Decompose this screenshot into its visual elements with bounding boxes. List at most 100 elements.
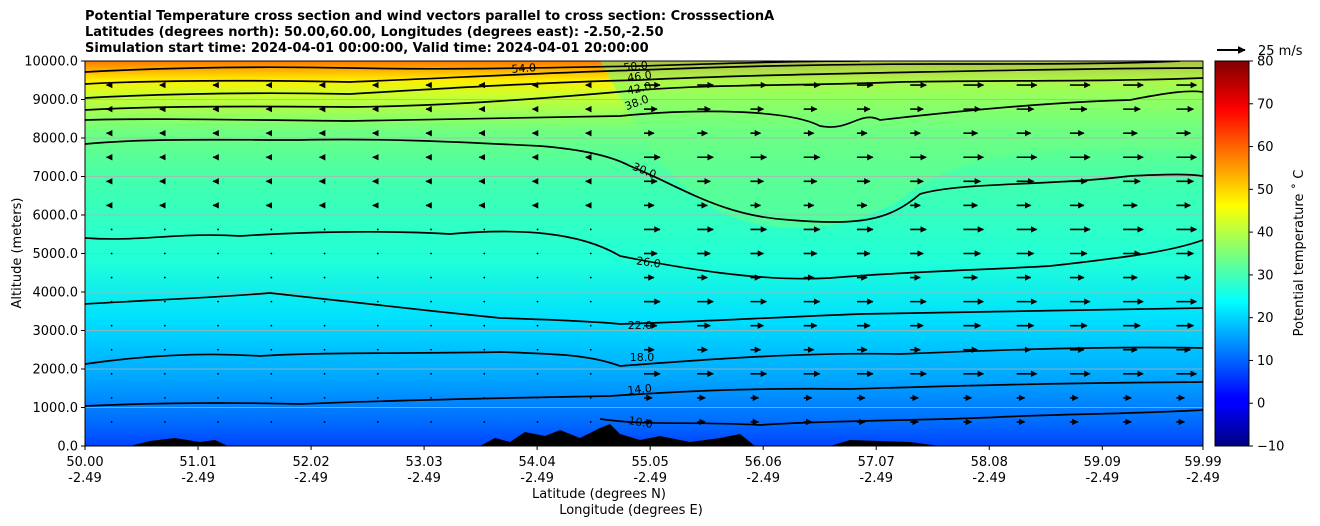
- wind-vector: [536, 396, 539, 399]
- wind-vector: [536, 300, 539, 303]
- wind-vector: [323, 252, 326, 255]
- wind-vector: [270, 396, 273, 399]
- wind-vector: [217, 324, 219, 327]
- colorbar-tick-label: 50: [1257, 183, 1274, 198]
- wind-vector: [483, 348, 486, 351]
- colorbar-tick-label: −10: [1257, 440, 1284, 455]
- x-tick-label-lon: -2.49: [1186, 471, 1220, 486]
- wind-vector: [430, 324, 432, 327]
- x-axis-label-1: Latitude (degrees N): [532, 487, 666, 502]
- wind-vector: [110, 348, 113, 351]
- wind-vector: [430, 252, 432, 255]
- wind-vector: [110, 324, 113, 327]
- x-tick-label-lat: 53.03: [405, 455, 442, 470]
- wind-vector: [323, 372, 326, 375]
- quiver-key-label: 25 m/s: [1258, 44, 1303, 59]
- wind-vector: [430, 421, 432, 423]
- wind-vector: [163, 421, 166, 423]
- wind-vector: [376, 228, 379, 231]
- contour-42: [85, 77, 1203, 111]
- wind-vector: [163, 324, 166, 327]
- x-tick-label-lat: 55.05: [632, 455, 669, 470]
- wind-vector: [110, 372, 113, 375]
- contour-26: [85, 230, 1203, 280]
- x-tick-label-lat: 57.07: [858, 455, 895, 470]
- x-tick-label-lat: 59.09: [1084, 455, 1121, 470]
- wind-vector: [163, 228, 166, 231]
- wind-vector: [323, 348, 326, 351]
- colorbar-ticks: −10 0 10 20 30 40 50 60 70 80: [1249, 55, 1284, 455]
- x-tick-label-lon: -2.49: [407, 471, 441, 486]
- wind-vector: [376, 276, 379, 279]
- title-line-2: Latitudes (degrees north): 50.00,60.00, …: [85, 25, 664, 40]
- wind-vector: [323, 228, 326, 231]
- contour-label-26: 26.0: [635, 254, 661, 270]
- wind-vector: [163, 276, 166, 279]
- quiver-key: 25 m/s: [1217, 44, 1303, 59]
- wind-vector: [376, 421, 379, 423]
- title-line-1: Potential Temperature cross section and …: [85, 9, 774, 24]
- wind-vector: [217, 396, 219, 399]
- wind-vector: [430, 372, 432, 375]
- wind-vector: [589, 421, 592, 423]
- colorbar-tick-label: 80: [1257, 55, 1274, 70]
- wind-vector: [323, 300, 326, 303]
- wind-vector: [110, 276, 113, 279]
- x-tick-label-lon: -2.49: [181, 471, 215, 486]
- contour-label-50: 50.0: [623, 59, 649, 74]
- wind-vector: [483, 276, 486, 279]
- contour-22: [85, 292, 1203, 325]
- y-tick-label: 0.0: [57, 440, 78, 455]
- x-tick-label-lat: 56.06: [745, 455, 782, 470]
- x-tick-label-lat: 58.08: [971, 455, 1008, 470]
- wind-vector: [217, 252, 219, 255]
- y-tick-label: 6000.0: [33, 209, 79, 224]
- wind-vector: [483, 372, 486, 375]
- wind-vector: [110, 396, 113, 399]
- wind-vector: [483, 300, 486, 303]
- wind-vector: [217, 228, 219, 231]
- wind-vector: [376, 324, 379, 327]
- wind-vector: [270, 228, 273, 231]
- wind-vector: [270, 276, 273, 279]
- y-tick-label: 3000.0: [33, 324, 79, 339]
- y-tick-label: 7000.0: [33, 170, 79, 185]
- wind-vector: [323, 396, 326, 399]
- wind-vector: [110, 228, 113, 231]
- y-tick-label: 8000.0: [33, 132, 79, 147]
- x-tick-label-lon: -2.49: [859, 471, 893, 486]
- wind-vector: [589, 252, 592, 255]
- x-tick-label-lon: -2.49: [294, 471, 328, 486]
- colorbar-tick-label: 40: [1257, 226, 1274, 241]
- contour-label-54: 54.0: [511, 61, 536, 76]
- x-tick-label-lat: 59.99: [1184, 455, 1221, 470]
- y-tick-label: 5000.0: [33, 247, 79, 262]
- contour-46: [85, 67, 1203, 99]
- x-tick-label-lon: -2.49: [633, 471, 667, 486]
- wind-vector: [589, 372, 592, 375]
- contour-50: [85, 61, 1181, 85]
- wind-vector: [163, 252, 166, 255]
- x-tick-label-lat: 52.02: [292, 455, 329, 470]
- wind-vector: [536, 421, 539, 423]
- contour-label-46: 46.0: [626, 68, 652, 84]
- wind-vector: [589, 396, 592, 399]
- x-tick-label-lon: -2.49: [520, 471, 554, 486]
- wind-vector: [376, 396, 379, 399]
- contour-54: [85, 61, 861, 73]
- wind-vector: [483, 421, 486, 423]
- contour-label-14: 14.0: [627, 382, 653, 397]
- y-axis: 0.0 1000.0 2000.0 3000.0 4000.0 5000.0 6000.0 7…: [24, 55, 85, 455]
- wind-vector: [589, 300, 592, 303]
- x-tick-label-lat: 54.04: [519, 455, 556, 470]
- wind-vector: [536, 324, 539, 327]
- wind-vector: [270, 421, 273, 423]
- wind-vector: [376, 300, 379, 303]
- wind-vector: [376, 348, 379, 351]
- wind-vector: [217, 276, 219, 279]
- terrain: [130, 424, 940, 446]
- wind-vector: [589, 276, 592, 279]
- x-tick-label-lon: -2.49: [68, 471, 102, 486]
- y-tick-label: 4000.0: [33, 286, 79, 301]
- contour-lines: 10.014.018.022.026.030.038.042.046.050.0…: [85, 59, 1203, 431]
